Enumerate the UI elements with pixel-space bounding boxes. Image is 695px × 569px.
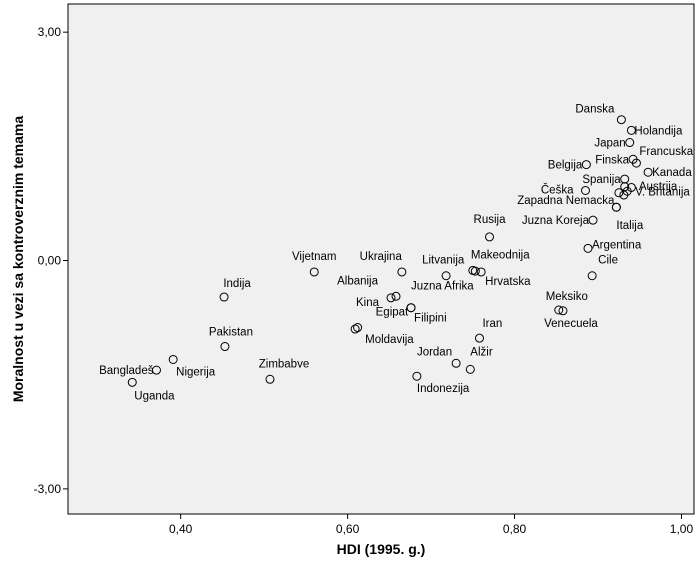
data-point-label: Moldavija — [365, 334, 414, 346]
x-axis-title: HDI (1995. g.) — [337, 541, 426, 557]
x-tick-label: 0,60 — [336, 522, 360, 536]
data-point — [441, 271, 451, 281]
data-point-label: Austrija — [639, 181, 678, 193]
data-point — [614, 188, 624, 198]
data-point-label: Indonezija — [417, 383, 470, 395]
data-point-label: Venecuela — [544, 318, 598, 330]
data-point-label: Juzna Koreja — [522, 215, 590, 227]
data-point — [470, 266, 480, 276]
data-point-label: Meksiko — [546, 291, 588, 303]
data-point-label: Finska — [595, 154, 629, 166]
data-point — [220, 342, 230, 352]
data-point-label: Indija — [223, 278, 251, 290]
data-point — [265, 374, 275, 384]
data-point — [626, 182, 636, 192]
data-point — [583, 243, 593, 253]
data-point — [587, 271, 597, 281]
data-point-label: Egipat — [376, 307, 409, 319]
data-point — [476, 267, 486, 277]
data-point — [616, 115, 626, 125]
data-points — [127, 115, 653, 387]
y-tick-label: 3,00 — [38, 25, 62, 39]
data-point — [451, 358, 461, 368]
data-point — [465, 364, 475, 374]
y-tick-label: -3,00 — [34, 482, 62, 496]
data-point-label: Jordan — [417, 346, 452, 358]
data-point-label: Litvanija — [422, 255, 465, 267]
data-point-label: Kina — [356, 297, 380, 309]
data-point-label: Makeodnija — [471, 249, 530, 261]
data-point-label: Iran — [482, 318, 502, 330]
x-tick-label: 0,40 — [169, 522, 193, 536]
data-point — [619, 190, 629, 200]
data-point — [625, 138, 635, 148]
data-point — [386, 293, 396, 303]
data-point-label: Pakistan — [209, 327, 253, 339]
data-point-label: Argentina — [592, 239, 642, 251]
data-point-label: Hrvatska — [485, 276, 531, 288]
y-axis: 3,00 0,00 -3,00 — [34, 25, 68, 496]
data-point — [558, 306, 568, 316]
data-point — [168, 354, 178, 364]
data-point-label: Zapadna Nemacka — [517, 195, 615, 207]
data-point-label: Italija — [616, 220, 643, 232]
data-point — [406, 303, 416, 313]
data-point — [581, 160, 591, 170]
plot-area — [67, 3, 695, 515]
data-point — [474, 333, 484, 343]
data-point — [580, 185, 590, 195]
data-point-label: Zimbabve — [259, 358, 310, 370]
y-axis-title: Moralnost u vezi sa kontroverznim temama — [10, 116, 26, 403]
data-point — [127, 377, 137, 387]
data-point-label: Japan — [594, 138, 625, 150]
data-point-label: Francuska — [639, 146, 693, 158]
data-point-label: Alžir — [470, 346, 493, 358]
data-point-label: Ukrajina — [360, 251, 403, 263]
data-point-label: Danska — [575, 104, 615, 116]
data-point-label: Belgija — [548, 160, 583, 172]
data-point — [397, 267, 407, 277]
data-point — [219, 292, 229, 302]
data-point — [412, 371, 422, 381]
data-point — [626, 125, 636, 135]
data-point-label: Češka — [541, 183, 574, 196]
data-point-label: Juzna Afrika — [411, 281, 474, 293]
data-point — [350, 324, 360, 334]
data-point-label: Rusija — [474, 214, 507, 226]
data-point — [391, 291, 401, 301]
x-tick-label: 1,00 — [670, 522, 694, 536]
data-point-label: Kanada — [652, 167, 692, 179]
data-point-label: V. Britanija — [635, 186, 690, 198]
x-axis: 0,40 0,60 0,80 1,00 — [169, 514, 693, 536]
data-point — [611, 202, 621, 212]
data-point — [588, 215, 598, 225]
data-point-label: Filipini — [414, 313, 447, 325]
data-point-label: Bangladeš — [99, 365, 154, 377]
x-tick-label: 0,80 — [503, 522, 527, 536]
data-point-label: Uganda — [134, 390, 175, 402]
data-point — [631, 158, 641, 168]
data-point — [353, 323, 363, 333]
data-point-label: Cile — [598, 255, 618, 267]
data-point-label: Holandija — [634, 125, 683, 137]
data-point-label: Nigerija — [176, 366, 216, 378]
data-point — [309, 267, 319, 277]
data-point-label: Albanija — [337, 275, 379, 287]
data-point — [151, 365, 161, 375]
data-point — [554, 305, 564, 315]
data-point — [643, 167, 653, 177]
data-point-label: Spanija — [582, 174, 621, 186]
data-point-label: Vijetnam — [292, 251, 337, 263]
data-point — [485, 232, 495, 242]
y-tick-label: 0,00 — [38, 254, 62, 268]
data-labels: Danska Holandija Japan Finska Francuska Belgi… — [99, 104, 694, 403]
